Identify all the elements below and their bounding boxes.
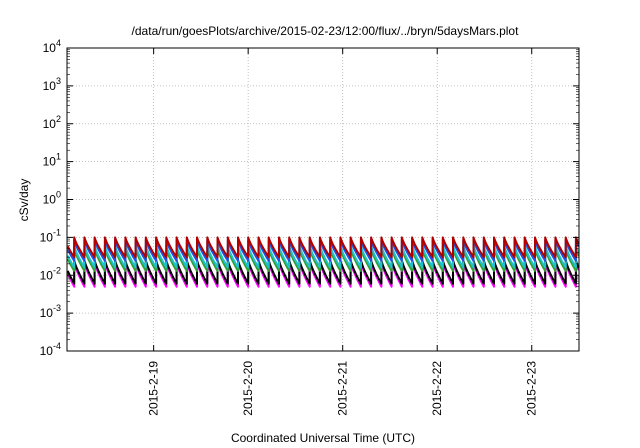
series-line <box>66 236 580 259</box>
y-tick-base: 10 <box>40 306 54 320</box>
y-tick-base: 10 <box>43 79 57 93</box>
y-tick-base: 10 <box>40 344 54 358</box>
y-tick-label: 10-2 <box>40 265 61 282</box>
y-tick-base: 10 <box>40 230 54 244</box>
x-tick-label: 2015-2-20 <box>241 361 255 416</box>
y-tick-exponent: -3 <box>53 303 61 313</box>
y-tick-exponent: 4 <box>56 38 61 48</box>
y-tick-exponent: 0 <box>56 190 61 200</box>
x-axis-label: Coordinated Universal Time (UTC) <box>231 431 415 445</box>
y-tick-label: 103 <box>43 76 61 93</box>
y-tick-base: 10 <box>43 117 57 131</box>
series-group <box>66 236 580 288</box>
series-line <box>66 244 580 269</box>
y-tick-label: 10-1 <box>40 227 61 244</box>
y-tick-exponent: -1 <box>53 227 61 237</box>
x-tick-label: 2015-2-23 <box>525 361 539 416</box>
y-tick-base: 10 <box>43 193 57 207</box>
series-line <box>66 259 580 285</box>
y-tick-label: 102 <box>43 114 61 131</box>
y-tick-exponent: 2 <box>56 114 61 124</box>
y-tick-label: 10-4 <box>40 341 61 358</box>
y-tick-base: 10 <box>40 268 54 282</box>
chart-title: /data/run/goesPlots/archive/2015-02-23/1… <box>132 24 520 38</box>
y-tick-label: 10-3 <box>40 303 61 320</box>
y-tick-base: 10 <box>43 41 57 55</box>
y-tick-label: 101 <box>43 152 61 169</box>
y-tick-label: 104 <box>43 38 61 55</box>
y-tick-exponent: -4 <box>53 341 61 351</box>
x-axis: 2015-2-19 2015-2-20 2015-2-21 2015-2-22 2015… <box>147 48 539 416</box>
y-tick-label: 100 <box>43 190 61 207</box>
x-tick-label: 2015-2-19 <box>147 361 161 416</box>
grid <box>67 48 579 351</box>
x-tick-label: 2015-2-21 <box>336 361 350 416</box>
y-axis-label: cSv/day <box>17 179 31 222</box>
y-tick-base: 10 <box>43 155 57 169</box>
y-tick-exponent: 1 <box>56 152 61 162</box>
y-tick-exponent: -2 <box>53 265 61 275</box>
x-tick-label: 2015-2-22 <box>430 361 444 416</box>
y-tick-exponent: 3 <box>56 76 61 86</box>
